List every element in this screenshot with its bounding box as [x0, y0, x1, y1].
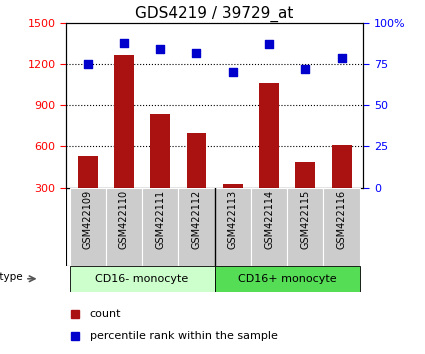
Bar: [223, 183, 243, 229]
Bar: [259, 83, 279, 229]
Title: GDS4219 / 39729_at: GDS4219 / 39729_at: [136, 5, 294, 22]
Bar: [70, 188, 106, 266]
Bar: [332, 145, 351, 229]
Point: [302, 66, 309, 72]
Bar: [150, 114, 170, 229]
Bar: [106, 188, 142, 266]
Text: GSM422109: GSM422109: [82, 190, 93, 249]
Text: count: count: [90, 308, 121, 319]
Point: [266, 41, 272, 47]
Bar: [215, 266, 360, 292]
Point: [121, 40, 128, 46]
Text: GSM422114: GSM422114: [264, 190, 274, 249]
Bar: [323, 188, 360, 266]
Text: GSM422116: GSM422116: [337, 190, 347, 249]
Text: GSM422112: GSM422112: [192, 190, 201, 249]
Text: CD16+ monocyte: CD16+ monocyte: [238, 274, 337, 284]
Point: [230, 70, 236, 75]
Bar: [142, 188, 178, 266]
Bar: [295, 161, 315, 229]
Text: GSM422111: GSM422111: [155, 190, 165, 249]
Text: GSM422110: GSM422110: [119, 190, 129, 249]
Point: [157, 46, 164, 52]
Bar: [287, 188, 323, 266]
Point: [338, 55, 345, 61]
Bar: [78, 156, 98, 229]
Bar: [178, 188, 215, 266]
Point: [193, 50, 200, 56]
Text: percentile rank within the sample: percentile rank within the sample: [90, 331, 278, 341]
Text: GSM422115: GSM422115: [300, 190, 310, 249]
Bar: [114, 55, 134, 229]
Bar: [215, 188, 251, 266]
Text: GSM422113: GSM422113: [228, 190, 238, 249]
Point: [84, 61, 91, 67]
Text: cell type: cell type: [0, 273, 23, 282]
Text: CD16- monocyte: CD16- monocyte: [96, 274, 189, 284]
Bar: [187, 133, 207, 229]
Bar: [70, 266, 215, 292]
Bar: [251, 188, 287, 266]
